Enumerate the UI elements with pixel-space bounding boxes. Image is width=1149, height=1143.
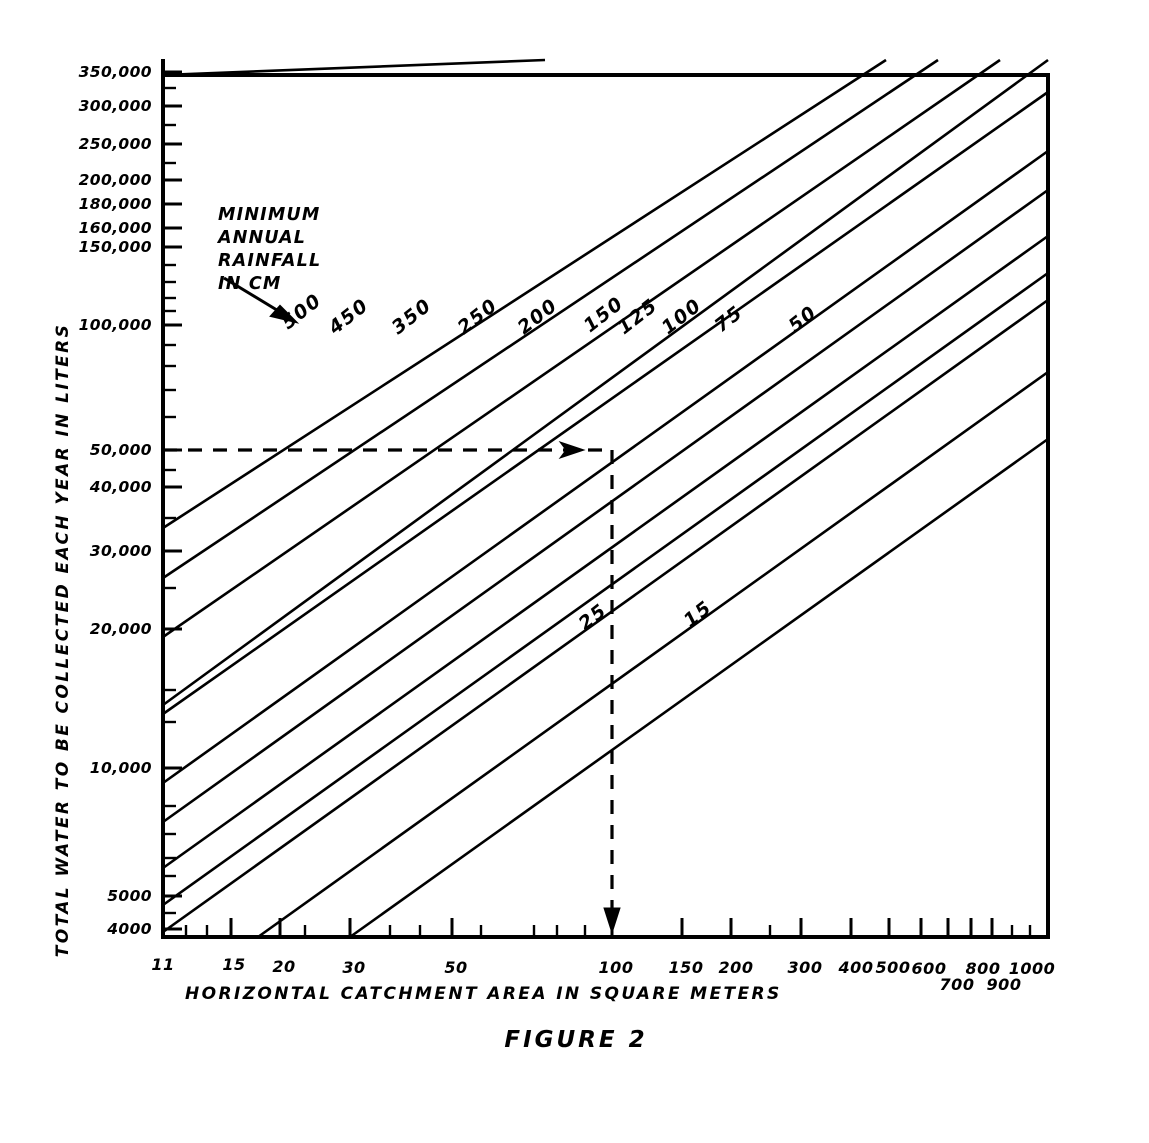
y-tick-label: 250,000 xyxy=(79,135,152,153)
y-tick-label: 300,000 xyxy=(79,97,152,115)
x-tick-label: 200 xyxy=(719,958,754,977)
arrowhead-annotation-icon xyxy=(269,304,300,324)
rainfall-line-250 xyxy=(162,58,1049,707)
annotation-line-4: IN CM xyxy=(218,274,282,294)
rainfall-line-125 xyxy=(162,188,1049,824)
x-tick-label: 500 xyxy=(876,958,911,977)
y-tick-label: 200,000 xyxy=(79,171,152,189)
rainfall-line-500b xyxy=(162,58,887,530)
rainfall-label-200: 200 xyxy=(514,294,563,339)
rainfall-label-250: 250 xyxy=(454,294,503,339)
rainfall-line-200 xyxy=(162,90,1049,716)
x-tick-label: 15 xyxy=(222,955,245,974)
x-tick-label: 100 xyxy=(599,958,634,977)
y-axis-major-ticks xyxy=(163,70,182,931)
y-tick-label: 10,000 xyxy=(90,759,152,777)
y-axis-tick-labels: 350,000 300,000 250,000 200,000 180,000 … xyxy=(79,63,152,938)
annotation-line-2: ANNUAL xyxy=(216,228,306,248)
rainfall-line-100 xyxy=(162,234,1049,870)
plot-frame xyxy=(161,59,1050,939)
rainfall-annotation-text: MINIMUM ANNUAL RAINFALL IN CM xyxy=(216,205,321,294)
rainfall-label-350: 350 xyxy=(388,294,437,339)
y-tick-label: 100,000 xyxy=(79,316,152,334)
rainfall-line-group xyxy=(162,58,1049,939)
y-tick-label: 50,000 xyxy=(90,441,152,459)
x-tick-label: 700 xyxy=(940,975,975,994)
y-tick-label: 150,000 xyxy=(79,238,152,256)
y-tick-label: 160,000 xyxy=(79,219,152,237)
x-tick-label: 600 xyxy=(912,959,947,978)
y-tick-label: 20,000 xyxy=(90,620,152,638)
rainfall-label-15: 15 xyxy=(680,596,717,632)
rainfall-line-350 xyxy=(162,58,1001,639)
x-axis-tick-labels: 11 15 20 30 50 100 150 200 300 400 500 6… xyxy=(151,955,1056,994)
y-axis-title: TOTAL WATER TO BE COLLECTED EACH YEAR IN… xyxy=(53,323,73,957)
arrowhead-right-icon xyxy=(558,441,586,459)
rainfall-line-500 xyxy=(162,58,546,77)
x-axis-minor-ticks xyxy=(184,925,1032,937)
y-tick-label: 180,000 xyxy=(79,195,152,213)
annotation-arrow xyxy=(223,276,300,324)
construction-line xyxy=(163,448,614,915)
x-tick-label: 800 xyxy=(966,959,1001,978)
rainfall-line-75 xyxy=(162,271,1049,907)
y-tick-label: 5000 xyxy=(107,887,152,905)
annotation-line-3: RAINFALL xyxy=(218,251,321,271)
x-tick-label: 30 xyxy=(342,958,365,977)
rainfall-label-450: 450 xyxy=(324,294,373,339)
x-tick-label: 50 xyxy=(444,958,467,977)
rainfall-label-50: 50 xyxy=(785,301,822,337)
rainfall-label-25: 25 xyxy=(575,599,612,635)
x-tick-label: 20 xyxy=(272,957,295,976)
y-tick-label: 40,000 xyxy=(89,478,152,496)
x-axis-title: HORIZONTAL CATCHMENT AREA IN SQUARE METE… xyxy=(185,984,782,1004)
y-tick-label: 4000 xyxy=(106,920,152,938)
x-tick-label: 300 xyxy=(788,958,823,977)
x-tick-label: 900 xyxy=(987,975,1022,994)
rainfall-line-450 xyxy=(162,58,939,580)
rainfall-line-50 xyxy=(162,298,1049,934)
x-tick-label: 11 xyxy=(151,955,174,974)
annotation-line-1: MINIMUM xyxy=(218,205,321,225)
x-tick-label: 150 xyxy=(669,958,704,977)
rainfall-line-150 xyxy=(162,149,1049,785)
x-axis-major-ticks xyxy=(161,918,1050,937)
x-tick-label: 400 xyxy=(838,958,874,977)
construction-arrowheads xyxy=(558,441,621,935)
rainfall-line-labels: 500 450 350 250 200 150 125 100 75 50 25… xyxy=(278,289,822,635)
y-axis-minor-ticks xyxy=(163,86,176,915)
rainfall-label-500: 500 xyxy=(278,289,327,334)
y-tick-label: 30,000 xyxy=(90,542,152,560)
rainfall-label-100: 100 xyxy=(658,294,707,339)
figure-caption: FIGURE 2 xyxy=(504,1027,647,1053)
arrowhead-down-icon xyxy=(603,907,621,935)
rainfall-line-15 xyxy=(349,437,1049,939)
x-tick-label: 1000 xyxy=(1009,959,1056,978)
rainfall-line-25 xyxy=(257,370,1049,939)
y-tick-label: 350,000 xyxy=(79,63,152,81)
